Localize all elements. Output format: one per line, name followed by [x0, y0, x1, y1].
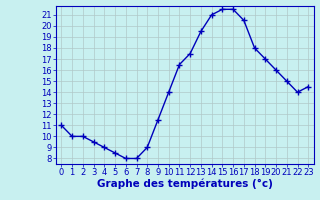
X-axis label: Graphe des températures (°c): Graphe des températures (°c) [97, 179, 273, 189]
